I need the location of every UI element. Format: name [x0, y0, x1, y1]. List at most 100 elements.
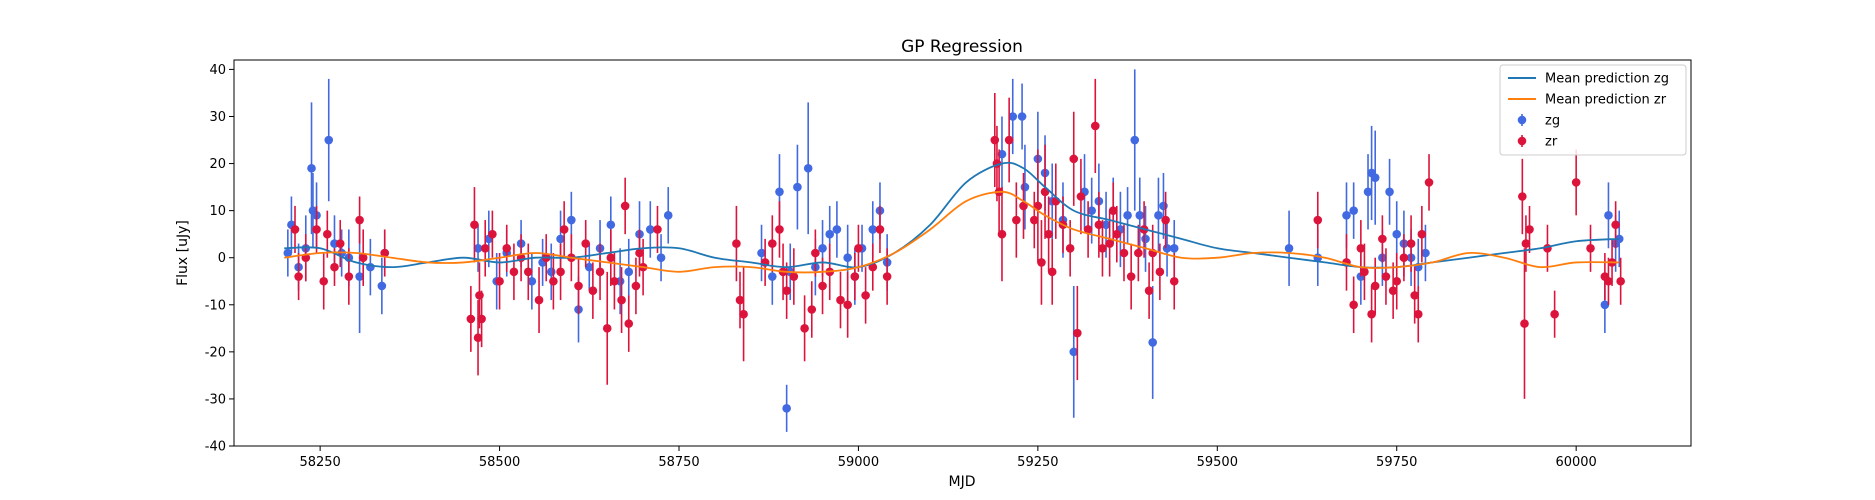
- marker: [584, 262, 594, 272]
- data-point-zr: [1069, 111, 1079, 206]
- data-point-zg: [584, 243, 594, 291]
- data-point-zr: [1076, 158, 1086, 235]
- marker: [775, 187, 784, 197]
- marker: [1105, 239, 1114, 248]
- data-point-zr: [1586, 224, 1595, 272]
- data-point-zr: [1616, 257, 1625, 305]
- marker: [645, 225, 655, 234]
- marker: [355, 272, 364, 281]
- marker: [1161, 215, 1170, 225]
- data-point-zr: [1388, 262, 1398, 319]
- marker: [732, 239, 741, 248]
- marker: [1017, 112, 1027, 121]
- marker: [1141, 234, 1150, 244]
- marker: [380, 248, 390, 258]
- marker: [1154, 211, 1163, 220]
- data-point-zr: [1521, 215, 1531, 272]
- data-point-zr: [768, 215, 777, 272]
- marker: [875, 225, 885, 234]
- data-point-zr: [997, 187, 1007, 282]
- marker: [803, 163, 813, 173]
- data-point-zr: [466, 285, 476, 352]
- marker: [1126, 272, 1136, 281]
- data-point-zg: [283, 229, 293, 277]
- data-point-zr: [1134, 224, 1143, 282]
- marker: [470, 220, 479, 230]
- data-point-zg: [803, 102, 813, 235]
- marker: [1388, 286, 1398, 295]
- data-point-zr: [502, 224, 512, 272]
- data-point-zr: [1019, 172, 1028, 239]
- marker: [1112, 229, 1122, 239]
- marker: [1148, 338, 1157, 347]
- marker: [1360, 267, 1369, 277]
- marker: [836, 295, 845, 305]
- data-point-zr: [1518, 158, 1527, 235]
- data-point-zr: [473, 300, 483, 376]
- legend-item: zg: [1517, 114, 1560, 129]
- marker: [549, 276, 558, 286]
- data-point-zr: [1381, 248, 1391, 305]
- data-point-zr: [1406, 215, 1416, 272]
- marker: [807, 305, 817, 314]
- x-tick-label: 58750: [658, 455, 699, 470]
- data-point-zr: [800, 295, 809, 362]
- marker: [631, 281, 641, 291]
- data-point-zg: [1349, 182, 1358, 239]
- marker: [1550, 309, 1559, 319]
- marker: [1385, 187, 1394, 197]
- marker: [868, 225, 878, 234]
- marker: [793, 182, 802, 192]
- marker: [620, 201, 630, 211]
- data-point-zg: [1363, 154, 1373, 230]
- marker: [739, 309, 748, 319]
- marker: [509, 267, 519, 277]
- x-tick-label: 58250: [299, 455, 340, 470]
- data-point-zr: [1012, 182, 1021, 258]
- marker: [624, 267, 634, 277]
- data-point-zr: [875, 205, 885, 253]
- data-point-zr: [1424, 154, 1434, 211]
- marker: [635, 248, 644, 258]
- data-point-zr: [789, 248, 799, 305]
- marker: [567, 215, 576, 225]
- data-point-zg: [1130, 69, 1140, 211]
- marker: [588, 286, 598, 295]
- marker: [1381, 272, 1391, 281]
- marker: [1044, 229, 1053, 239]
- marker: [1413, 309, 1423, 319]
- marker: [1169, 243, 1179, 253]
- marker: [818, 281, 827, 291]
- data-point-zr: [1399, 234, 1409, 282]
- x-tick-label: 60000: [1555, 455, 1596, 470]
- marker: [997, 229, 1007, 239]
- marker: [1101, 220, 1111, 230]
- marker: [556, 267, 565, 277]
- data-point-zr: [380, 229, 390, 277]
- data-layer: [283, 69, 1625, 432]
- marker: [1123, 211, 1132, 220]
- data-point-zg: [527, 253, 537, 310]
- marker: [323, 229, 332, 239]
- marker: [1616, 276, 1625, 286]
- marker: [283, 248, 293, 258]
- legend-box: [1499, 64, 1687, 156]
- data-point-zr: [818, 257, 827, 315]
- marker: [1406, 239, 1416, 248]
- marker: [735, 295, 745, 305]
- data-point-zr: [1349, 276, 1358, 334]
- data-point-zr: [732, 205, 741, 282]
- marker: [324, 135, 334, 145]
- data-point-zg: [793, 144, 802, 230]
- data-point-zr: [1169, 253, 1179, 310]
- data-point-zr: [595, 243, 605, 301]
- data-point-zg: [1069, 285, 1079, 418]
- marker: [330, 262, 339, 272]
- x-tick-label: 59750: [1376, 455, 1417, 470]
- marker: [1424, 178, 1434, 187]
- marker: [1144, 286, 1154, 295]
- y-tick-label: -20: [205, 345, 226, 360]
- data-point-zr: [330, 248, 339, 286]
- data-point-zr: [358, 229, 368, 286]
- data-point-zr: [807, 281, 817, 338]
